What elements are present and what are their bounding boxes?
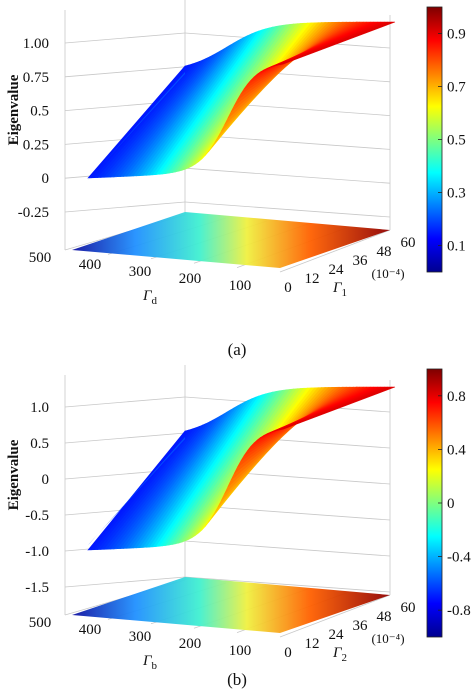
floor-grid-a-5 [279, 229, 391, 273]
z-tick-label: 1.0 [30, 400, 49, 416]
y-tick-label: 60 [401, 235, 416, 251]
grid-left-5 [64, 201, 186, 213]
floor-grid-a-5 [279, 594, 391, 638]
z-tick-label: 0 [42, 472, 50, 488]
grid-right-4 [184, 167, 391, 184]
x-tick-label: 300 [129, 629, 152, 645]
colorbar-tick-label: 0.1 [447, 239, 466, 255]
colorbar-tick-label: 0.8 [447, 389, 466, 405]
z-tick-label: -1.5 [25, 580, 49, 596]
z-tick-label: -0.25 [18, 205, 49, 221]
grid-left-1 [64, 66, 186, 78]
x-axis-subscript: d [152, 295, 158, 307]
y-axis-subscript: 1 [342, 287, 348, 299]
colorbar-tick-label: 0.9 [447, 27, 466, 43]
z-tick-label: 0.5 [30, 436, 49, 452]
floor-projection [72, 577, 390, 633]
y-axis-unit: (10⁻⁴) [371, 631, 404, 646]
z-axis-label: Eigenvalue [6, 439, 22, 510]
grid-left-0 [64, 396, 186, 408]
y-tick-label: 36 [353, 618, 369, 634]
y-tick-label: 24 [329, 262, 345, 278]
y-tick-label: 24 [329, 627, 345, 643]
z-tick-label: -0.5 [25, 508, 49, 524]
floor-projection [72, 212, 390, 268]
x-tick-label: 100 [229, 643, 252, 659]
grid-right-5 [184, 201, 391, 218]
x-tick-label: 300 [129, 264, 152, 280]
z-tick-label: 0.5 [30, 104, 49, 120]
z-tick-label: 0.25 [23, 137, 49, 153]
x-tick-label: 200 [179, 271, 202, 287]
x-tick-label: 500 [29, 250, 52, 266]
x-axis-label: Γd [142, 288, 158, 307]
surface-strip [279, 21, 396, 65]
colorbar-tick-label: 0.4 [447, 442, 466, 458]
x-axis-subscript: b [152, 660, 158, 672]
surface-strip [279, 386, 396, 431]
y-tick-label: 12 [305, 271, 320, 287]
y-axis-label: Γ2 [332, 645, 347, 664]
grid-right-4 [184, 540, 391, 557]
colorbar-tick-label: 0.7 [447, 80, 466, 96]
eigenvalue-surface [87, 21, 396, 180]
grid-left-1 [64, 432, 186, 444]
colorbar-tick-label: 0 [447, 496, 455, 512]
grid-left-0 [64, 32, 186, 44]
grid-left-5 [64, 576, 186, 588]
colorbar-tick-label: 0.3 [447, 186, 466, 202]
x-tick-label: 500 [29, 615, 52, 631]
panel-caption: (b) [227, 670, 247, 689]
z-tick-label: 0.75 [23, 70, 49, 86]
x-axis-label: Γb [142, 653, 158, 672]
y-tick-label: 48 [377, 244, 392, 260]
y-tick-label: 48 [377, 609, 392, 625]
x-tick-label: 200 [179, 636, 202, 652]
x-tick-label: 100 [229, 278, 252, 294]
x-tick-label: 400 [79, 622, 102, 638]
x-tick-label: 400 [79, 257, 102, 273]
colorbar-tick-label: -0.4 [447, 550, 471, 566]
colorbar-tick-label: 0.5 [447, 133, 466, 149]
eigenvalue-surface [87, 386, 396, 551]
z-axis-label: Eigenvalue [6, 74, 22, 145]
y-tick-label: 12 [305, 636, 320, 652]
y-axis-subscript: 2 [342, 652, 348, 664]
colorbar-tick-label: -0.8 [447, 603, 471, 619]
panel-caption: (a) [228, 340, 247, 359]
y-tick-label: 60 [401, 600, 416, 616]
grid-right-5 [184, 576, 391, 593]
z-tick-label: -1.0 [25, 544, 49, 560]
y-axis-unit: (10⁻⁴) [371, 266, 404, 281]
y-tick-label: 0 [284, 280, 292, 296]
y-tick-label: 0 [284, 645, 292, 661]
y-tick-label: 36 [353, 253, 369, 269]
z-tick-label: 1.00 [23, 36, 49, 52]
y-axis-label: Γ1 [332, 280, 347, 299]
z-tick-label: 0 [42, 171, 50, 187]
chart-panel-1: 1.00 0.75 0.5 0.25 0 -0.25 Eigenvalue 500 400 300… [6, 0, 466, 359]
